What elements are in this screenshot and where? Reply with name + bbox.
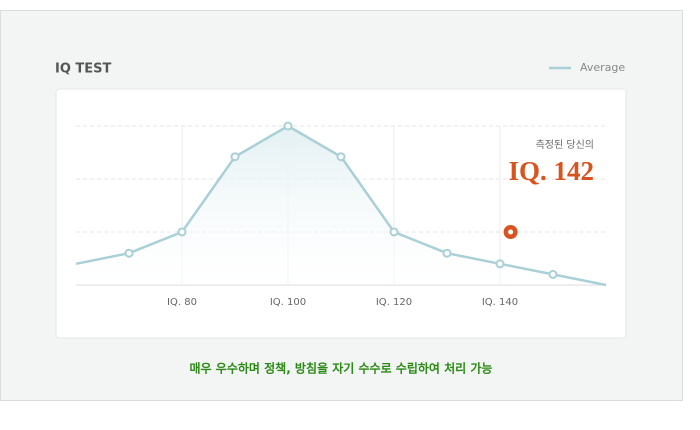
area bbox=[76, 126, 606, 285]
x-tick-label: IQ. 100 bbox=[270, 297, 306, 308]
chart-title: IQ TEST bbox=[55, 62, 112, 77]
point bbox=[177, 227, 187, 237]
point bbox=[230, 152, 240, 162]
point bbox=[548, 269, 558, 279]
legend-label: Average bbox=[580, 61, 625, 74]
point bbox=[389, 227, 399, 237]
point bbox=[495, 259, 505, 269]
highlight-caption: 측정된 당신의 bbox=[536, 139, 594, 151]
highlight-label: IQ. 142 bbox=[508, 156, 594, 186]
point bbox=[124, 248, 134, 258]
point bbox=[442, 248, 452, 258]
highlight-dot bbox=[508, 229, 514, 235]
x-tick-label: IQ. 80 bbox=[167, 297, 197, 308]
x-tick-label: IQ. 120 bbox=[376, 297, 412, 308]
point bbox=[336, 152, 346, 162]
footer: 매우 우수하며 정책, 방침을 자기 수수로 수립하여 처리 가능 bbox=[190, 361, 493, 376]
point bbox=[283, 121, 293, 131]
x-tick-label: IQ. 140 bbox=[482, 297, 518, 308]
